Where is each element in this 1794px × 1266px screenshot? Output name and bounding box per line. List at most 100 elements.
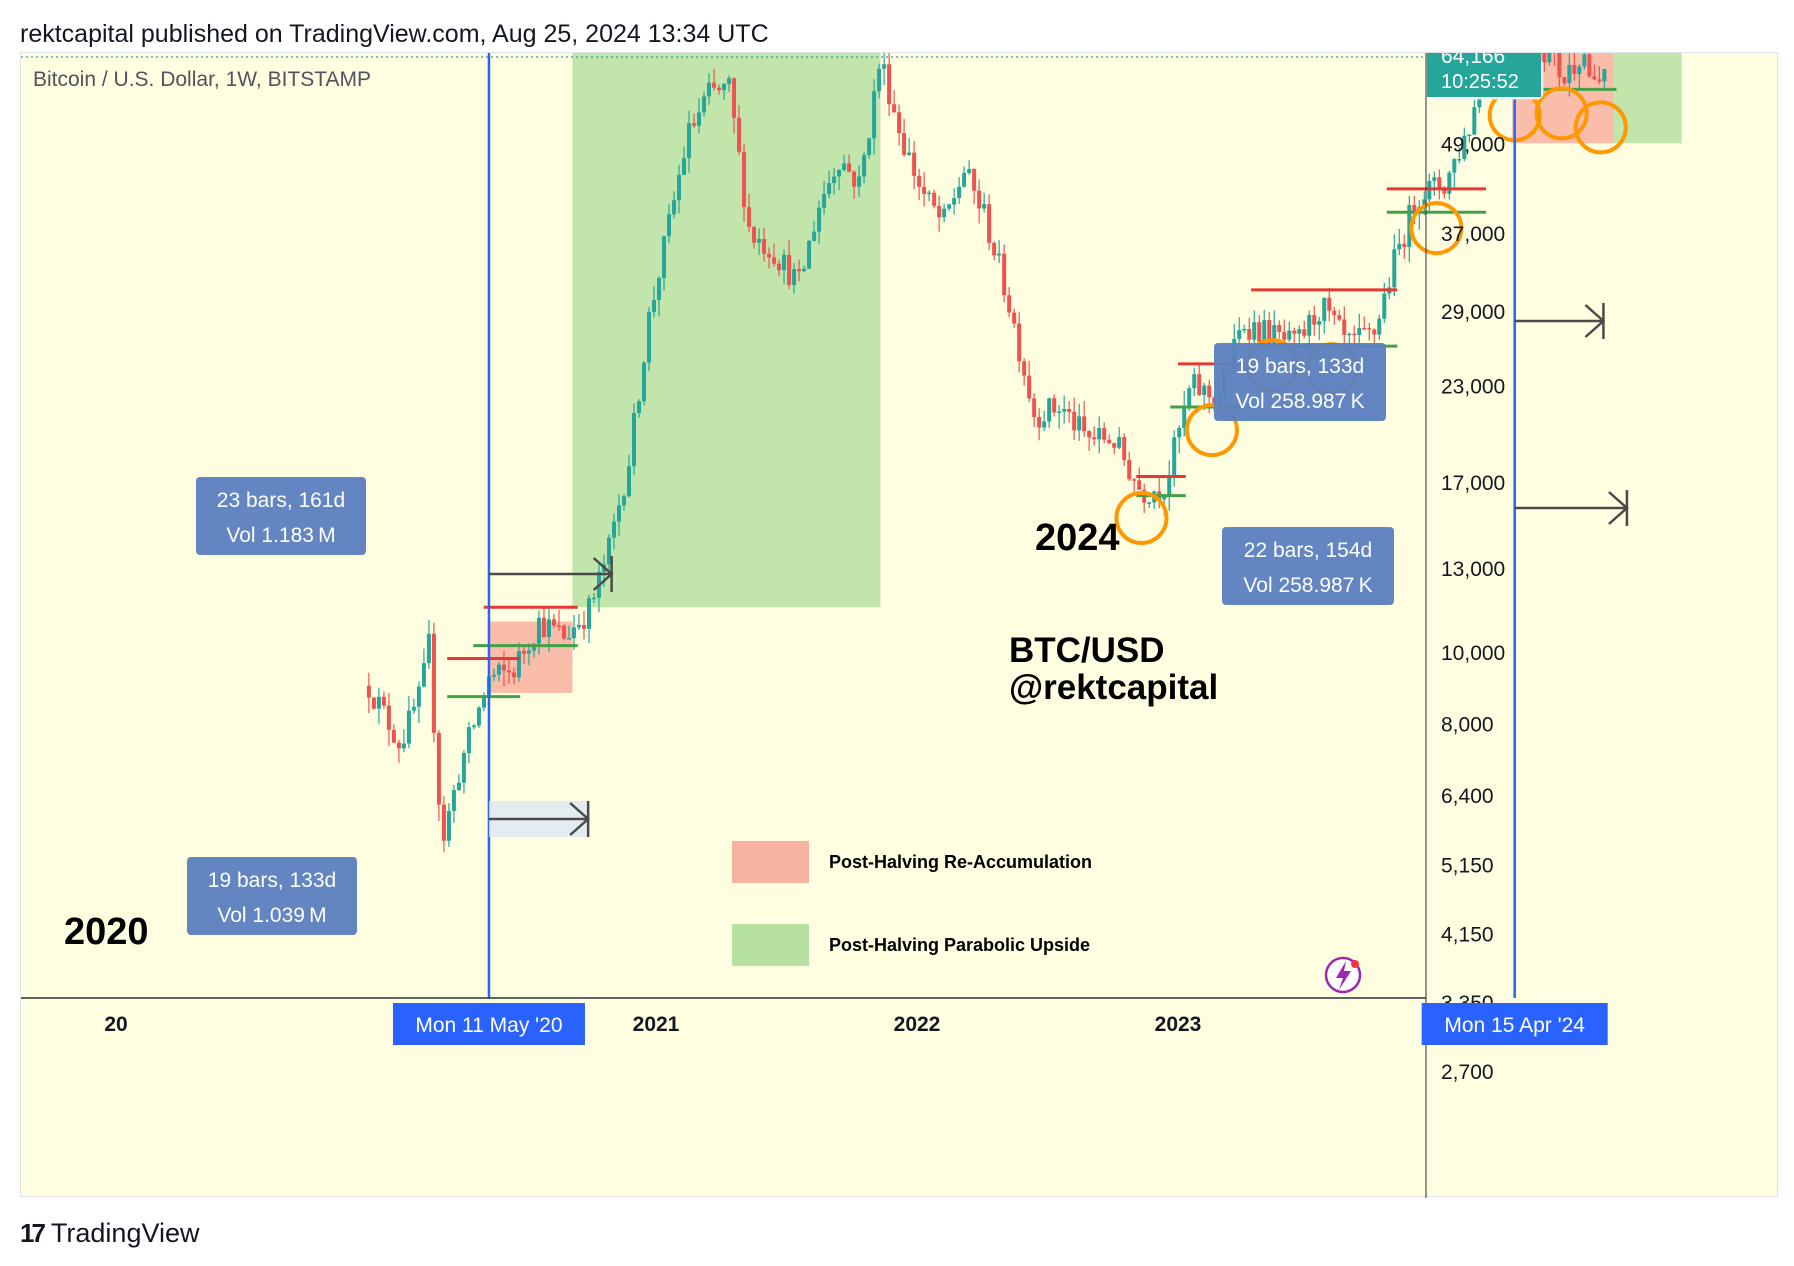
candle-body (1457, 159, 1462, 161)
candle-body (882, 64, 887, 69)
candle-body (772, 257, 777, 264)
candle-body (471, 725, 476, 728)
retest-circle[interactable] (1184, 403, 1239, 458)
candle-body (787, 254, 792, 286)
candle-body (1317, 321, 1322, 325)
publish-header: rektcapital published on TradingView.com… (20, 20, 769, 48)
candle-body (461, 753, 466, 783)
halving-date-badge[interactable]: Mon 11 May '20 (392, 1003, 585, 1045)
candle-body (1342, 319, 1347, 335)
candle-body (807, 240, 812, 269)
measure-label-bg (1214, 343, 1386, 421)
halving-date-bg (1421, 1003, 1608, 1045)
symbol-label: Bitcoin / U.S. Dollar, 1W, BITSTAMP (33, 68, 371, 91)
candle-body (1012, 312, 1017, 324)
candle-body (742, 151, 747, 208)
candle-body (621, 496, 626, 506)
candle-body (1037, 416, 1042, 428)
candle-body (1007, 295, 1012, 313)
halving-date-badge[interactable]: Mon 15 Apr '24 (1421, 1003, 1608, 1045)
measure-label-3[interactable]: 19 bars, 133d Vol 258.987 K (1214, 343, 1386, 421)
candle-body (792, 269, 797, 286)
candle-body (1122, 437, 1127, 461)
candle-body (1177, 427, 1182, 438)
candle-body (1027, 375, 1032, 399)
candle-body (381, 696, 386, 706)
candle-body (616, 505, 621, 522)
candle-body (1077, 416, 1082, 431)
price-badge-bg (1427, 53, 1541, 98)
candle-body (1307, 315, 1312, 336)
replay-lightning-icon[interactable] (1324, 956, 1362, 994)
tradingview-logo[interactable]: 17 TradingView (20, 1218, 200, 1249)
candle-body (421, 663, 426, 687)
candle-body (917, 175, 922, 187)
candle-body (1462, 135, 1467, 160)
candle-body (576, 624, 581, 628)
btc-weekly-chart[interactable]: 23 bars, 161d Vol 1.183 M 19 bars, 133d Vol… (21, 53, 1779, 1198)
candle-body (1032, 398, 1037, 417)
candle-body (962, 172, 967, 187)
chart-area[interactable]: 23 bars, 161d Vol 1.183 M 19 bars, 133d Vol… (20, 52, 1779, 1198)
y-tick-label: 8,000 (1441, 713, 1494, 736)
candle-body (1442, 189, 1447, 194)
measure-volume-text: Vol 1.039 M (217, 904, 326, 927)
candle-body (887, 64, 892, 105)
candle-body (1002, 253, 1007, 296)
candle-body (1242, 329, 1247, 331)
candle-body (516, 650, 521, 678)
y-tick-label: 4,150 (1441, 923, 1494, 946)
watermark-pair: BTC/USD (1009, 631, 1165, 670)
candle-body (1567, 64, 1572, 84)
candle-body (852, 171, 857, 187)
retest-circle[interactable] (1573, 100, 1628, 155)
candle-body (571, 627, 576, 639)
watermark-author: @rektcapital (1009, 668, 1218, 707)
retest-circle[interactable] (1534, 86, 1589, 141)
candle-body (581, 624, 586, 629)
retest-circle[interactable] (1409, 201, 1464, 256)
candle-body (1062, 408, 1067, 412)
candle-body (677, 174, 682, 201)
candle-body (491, 674, 496, 677)
candle-body (1087, 431, 1092, 438)
candle-body (642, 362, 647, 402)
candle-body (1187, 388, 1192, 406)
measure-label-1[interactable]: 23 bars, 161d Vol 1.183 M (196, 477, 366, 555)
candle-body (376, 696, 381, 709)
current-price-value: 64,166 (1441, 53, 1505, 68)
y-tick-label: 29,000 (1441, 301, 1505, 324)
candle-body (1292, 330, 1297, 334)
candle-body (626, 466, 631, 497)
current-price-badge[interactable]: 64,166 10:25:52 (1427, 53, 1541, 98)
candle-body (982, 204, 987, 209)
candle-body (1432, 177, 1437, 181)
candle-body (892, 104, 897, 113)
candle-body (416, 686, 421, 707)
y-tick-label: 49,000 (1441, 133, 1505, 156)
measure-bars-text: 22 bars, 154d (1244, 539, 1372, 562)
candle-body (521, 650, 526, 654)
halving-date-label: Mon 11 May '20 (415, 1014, 562, 1037)
x-tick-label: 2021 (633, 1013, 680, 1036)
candle-body (536, 617, 541, 644)
candle-body (822, 194, 827, 208)
candle-body (947, 204, 952, 209)
year-annotation-2020: 2020 (64, 911, 149, 953)
candle-body (371, 697, 376, 709)
bar-countdown: 10:25:52 (1441, 71, 1519, 93)
legend-swatch (732, 841, 809, 883)
candle-body (1352, 333, 1357, 336)
candle-body (862, 155, 867, 177)
candle-body (672, 200, 677, 215)
candle-body (456, 782, 461, 791)
candle-body (1247, 329, 1252, 340)
measure-bars-text: 19 bars, 133d (208, 869, 336, 892)
candle-body (647, 312, 652, 363)
candle-body (1047, 398, 1052, 422)
measure-label-4[interactable]: 22 bars, 154d Vol 258.987 K (1222, 527, 1394, 605)
measure-label-2[interactable]: 19 bars, 133d Vol 1.039 M (187, 857, 357, 935)
candle-body (767, 253, 772, 258)
retest-circle[interactable] (1114, 490, 1169, 545)
candle-body (501, 664, 506, 671)
